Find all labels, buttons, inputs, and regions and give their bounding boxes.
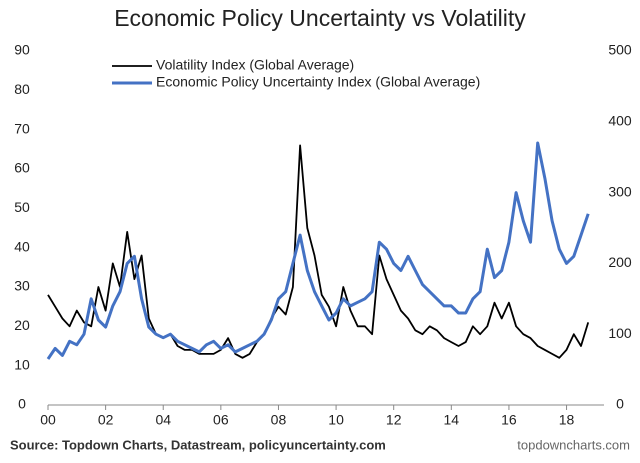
y-tick-label: 70 xyxy=(14,120,30,136)
y-tick-label: 0 xyxy=(18,396,26,412)
x-tick-label: 18 xyxy=(559,412,575,428)
legend-label: Volatility Index (Global Average) xyxy=(156,57,354,73)
y-tick-label: 40 xyxy=(14,238,30,254)
x-tick-label: 14 xyxy=(444,412,460,428)
y-tick-label: 20 xyxy=(14,317,30,333)
y-tick-label: 30 xyxy=(14,278,30,294)
y-tick-label: 50 xyxy=(14,199,30,215)
x-tick-label: 08 xyxy=(271,412,287,428)
x-tick-label: 06 xyxy=(213,412,229,428)
x-tick-label: 00 xyxy=(40,412,56,428)
x-tick-label: 04 xyxy=(155,412,171,428)
chart-title: Economic Policy Uncertainty vs Volatilit… xyxy=(114,5,526,31)
y-tick-label: 10 xyxy=(14,356,30,372)
y-tick-label: 80 xyxy=(14,81,30,97)
y2-tick-label: 200 xyxy=(608,254,632,270)
series-line xyxy=(46,141,590,360)
source: Source: Topdown Charts, Datastream, poli… xyxy=(10,437,386,452)
x-tick-label: 02 xyxy=(98,412,114,428)
y2-tick-label: 100 xyxy=(608,325,632,341)
y2-tick-label: 300 xyxy=(608,183,632,199)
legend-label: Economic Policy Uncertainty Index (Globa… xyxy=(156,74,480,90)
y-tick-label: 90 xyxy=(14,42,30,58)
x-tick-label: 10 xyxy=(328,412,344,428)
x-tick-label: 12 xyxy=(386,412,402,428)
y-tick-label: 60 xyxy=(14,160,30,176)
y2-tick-label: 400 xyxy=(608,113,632,129)
series-line xyxy=(47,144,590,359)
y2-tick-label: 0 xyxy=(616,396,624,412)
watermark: topdowncharts.com xyxy=(517,437,630,452)
x-tick-label: 16 xyxy=(501,412,517,428)
y2-tick-label: 500 xyxy=(608,42,632,58)
